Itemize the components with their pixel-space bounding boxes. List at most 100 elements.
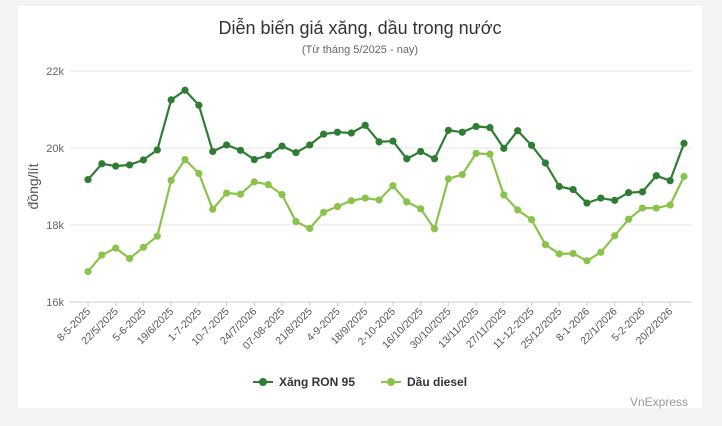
data-point-ron95 [167, 96, 175, 104]
data-point-ron95 [597, 194, 605, 202]
line-chart: 16k18k20k22kđồng/lít8-5-202522/5/20255-6… [25, 66, 692, 352]
data-point-ron95 [541, 159, 549, 167]
data-point-ron95 [84, 175, 92, 184]
data-point-diesel [153, 232, 161, 240]
legend-item-ron95[interactable]: Xăng RON 95 [252, 375, 355, 389]
data-point-diesel [361, 194, 369, 202]
data-point-ron95 [403, 155, 411, 163]
data-point-diesel [527, 216, 536, 224]
data-point-ron95 [638, 188, 647, 196]
data-point-ron95 [527, 141, 536, 149]
data-point-ron95 [666, 177, 674, 185]
chart-legend: Xăng RON 95 Dầu diesel [18, 375, 702, 389]
data-point-diesel [666, 201, 674, 209]
data-point-diesel [417, 205, 425, 213]
data-point-ron95 [139, 156, 148, 164]
data-point-ron95 [417, 147, 425, 156]
data-point-ron95 [555, 182, 563, 191]
legend-label: Xăng RON 95 [278, 375, 355, 389]
chart-card: Diễn biến giá xăng, dầu trong nước (Từ t… [18, 6, 702, 409]
data-point-ron95 [611, 196, 619, 204]
data-point-ron95 [250, 155, 258, 164]
data-point-ron95 [458, 128, 466, 136]
data-point-diesel [430, 225, 439, 233]
data-point-ron95 [472, 122, 480, 131]
data-point-ron95 [181, 86, 189, 94]
data-point-ron95 [209, 147, 217, 156]
data-point-diesel [444, 175, 452, 183]
legend-label: Dầu diesel [407, 375, 468, 389]
data-point-ron95 [430, 155, 439, 163]
data-point-diesel [347, 197, 355, 205]
data-point-ron95 [361, 121, 369, 129]
data-point-diesel [320, 208, 328, 216]
data-point-ron95 [153, 146, 161, 154]
data-point-diesel [652, 204, 660, 212]
data-point-diesel [264, 180, 272, 189]
data-point-diesel [458, 170, 466, 179]
y-tick-label: 18k [46, 220, 64, 232]
y-tick-label: 22k [46, 66, 64, 78]
data-point-ron95 [569, 185, 577, 194]
data-point-diesel [112, 244, 120, 252]
data-point-ron95 [112, 162, 120, 170]
source-credit: VnExpress [629, 395, 688, 409]
data-point-ron95 [125, 161, 134, 169]
y-axis-label: đồng/lít [25, 163, 41, 209]
data-point-ron95 [347, 129, 355, 137]
data-point-ron95 [223, 141, 231, 149]
data-point-diesel [611, 232, 619, 240]
data-point-ron95 [486, 123, 494, 132]
data-point-diesel [181, 155, 189, 164]
data-point-diesel [278, 190, 286, 199]
series-line-diesel [87, 152, 685, 273]
series-line-ron95 [87, 89, 686, 205]
data-point-ron95 [306, 141, 314, 149]
data-point-diesel [583, 257, 591, 265]
data-point-ron95 [98, 160, 106, 168]
data-point-diesel [167, 176, 175, 184]
chart-subtitle: (Từ tháng 5/2025 - nay) [301, 44, 419, 56]
data-point-ron95 [375, 138, 383, 146]
data-point-ron95 [333, 128, 342, 136]
y-tick-label: 20k [46, 143, 64, 155]
data-point-diesel [236, 190, 245, 198]
data-point-diesel [139, 243, 148, 251]
data-point-diesel [375, 196, 383, 204]
data-point-diesel [292, 217, 300, 226]
data-point-diesel [84, 267, 92, 276]
data-point-ron95 [652, 172, 660, 180]
data-point-ron95 [624, 189, 633, 197]
data-point-ron95 [444, 126, 452, 134]
legend-marker-icon [252, 376, 273, 388]
data-point-diesel [638, 204, 647, 212]
data-point-diesel [486, 150, 494, 158]
data-point-diesel [541, 241, 549, 249]
data-point-ron95 [292, 149, 300, 157]
data-point-diesel [555, 250, 563, 258]
data-point-ron95 [500, 144, 508, 152]
legend-item-diesel[interactable]: Dầu diesel [381, 375, 467, 389]
data-point-diesel [209, 205, 217, 213]
data-point-ron95 [680, 139, 688, 147]
data-point-diesel [624, 215, 633, 223]
data-point-ron95 [514, 127, 522, 135]
data-point-ron95 [264, 151, 272, 159]
data-point-diesel [333, 202, 342, 211]
data-point-diesel [500, 191, 508, 199]
data-point-diesel [680, 172, 688, 181]
data-point-diesel [569, 249, 577, 258]
data-point-diesel [389, 182, 397, 190]
data-point-ron95 [583, 199, 591, 207]
data-point-diesel [250, 178, 258, 186]
data-point-ron95 [320, 130, 328, 138]
legend-marker-icon [381, 376, 401, 388]
chart-title: Diễn biến giá xăng, dầu trong nước [218, 18, 502, 38]
data-point-diesel [597, 248, 605, 256]
data-point-diesel [98, 251, 106, 259]
data-point-ron95 [236, 146, 245, 154]
data-point-diesel [306, 224, 314, 233]
data-point-diesel [195, 169, 203, 178]
data-point-diesel [472, 149, 480, 157]
data-point-diesel [223, 189, 231, 197]
